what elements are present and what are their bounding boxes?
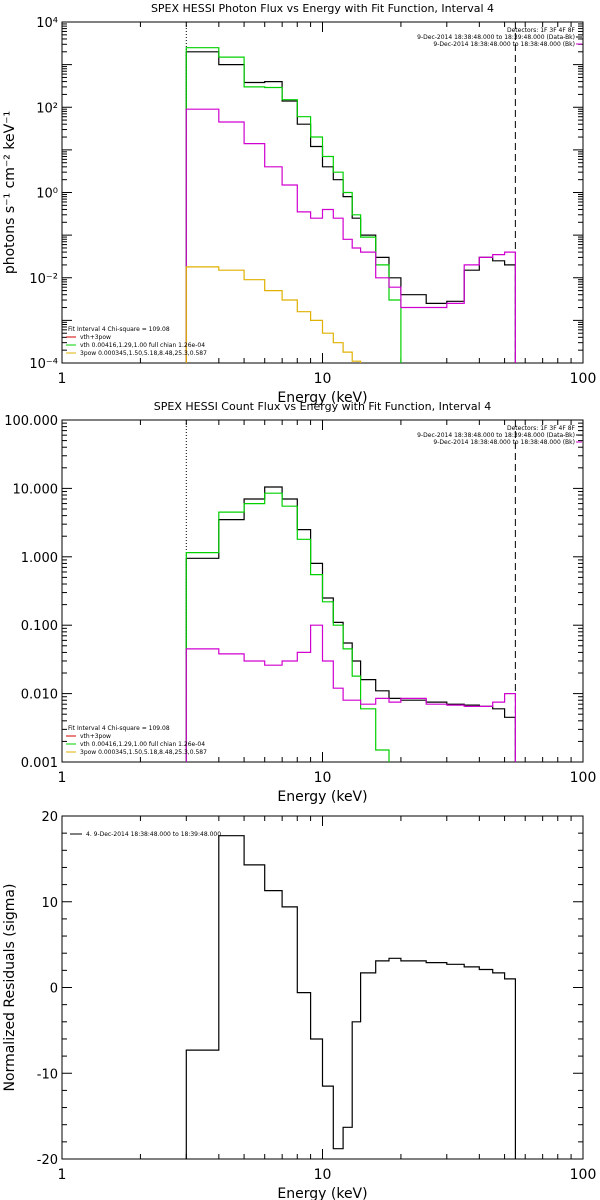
legend-entry: 9-Dec-2014 18:38:48.000 to 18:38:48.000 … [433,439,575,446]
y-tick-label: 10⁻⁴ [29,357,58,372]
legend-entry: 4. 9-Dec-2014 18:38:48.000 to 18:39:48.0… [86,831,221,838]
y-tick-label: 0.010 [21,688,58,703]
x-tick-label: 1 [58,1167,67,1183]
data-series-1 [185,835,516,1159]
y-tick-label: -20 [37,1153,58,1168]
legend-entry: 3pow 0.000345,1.50,5.18,8.48,25.3,0.587 [80,749,207,756]
data-series-1 [185,51,516,363]
plot-frame [61,21,584,364]
data-series-3 [185,624,516,762]
y-tick-label: 10⁰ [36,187,58,202]
data-series-2 [185,47,402,363]
series-group [185,835,516,1159]
y-tick-label: 0.100 [21,619,58,634]
y-axis-label: Normalized Residuals (sigma) [2,884,18,1092]
chart-panel-3: 1 10 100 Energy (keV) -20 -10 0 10 20 Normalized … [2,810,596,1200]
x-tick-label: 10 [314,770,332,786]
y-tick-label: 10 [41,896,58,911]
legend-entry: Fit Interval 4 Chi-square = 109.08 [68,326,170,333]
x-tick-label: 100 [570,1167,597,1183]
legend-entry: Detectors: 1F 3F 4F 8F [507,27,576,34]
x-tick-label: 1 [58,770,67,786]
y-tick-label: 10⁻² [29,272,58,287]
legend-entry: Fit Interval 4 Chi-square = 109.08 [68,725,170,732]
legend-entry: vth 0.00416,1.29,1.00 full chian 1.26e-0… [80,342,205,349]
legend-entry: vth+3pow [80,733,111,740]
y-axis-label: photons s⁻¹ cm⁻² keV⁻¹ [2,111,18,274]
legend-entry: vth 0.00416,1.29,1.00 full chian 1.26e-0… [80,741,205,748]
chart-panel-2: SPEX HESSI Count Flux vs Energy with Fit… [4,400,597,805]
y-tick-label: 20 [41,810,58,825]
chart-title: SPEX HESSI Count Flux vs Energy with Fit… [154,400,491,413]
legend-entry: vth+3pow [80,334,111,341]
data-series-3 [185,108,516,363]
legend-entry: 9-Dec-2014 18:38:48.000 to 18:39:48.000 … [417,432,575,439]
x-axis-label: Energy (keV) [277,1186,367,1200]
series-group [185,486,516,762]
chart-panel-1: SPEX HESSI Photon Flux vs Energy with Fi… [2,2,596,406]
legend-entry: 9-Dec-2014 18:38:48.000 to 18:39:48.000 … [417,34,575,41]
chart-title: SPEX HESSI Photon Flux vs Energy with Fi… [151,2,494,15]
x-tick-label: 10 [314,371,332,387]
y-tick-label: -10 [37,1067,58,1082]
data-series-4 [185,266,362,363]
x-tick-label: 100 [570,770,597,786]
y-tick-label: 10.000 [13,482,59,497]
y-tick-label: 100.000 [4,414,58,429]
y-tick-label: 0.001 [21,756,58,771]
x-tick-label: 100 [570,371,597,387]
x-axis-label: Energy (keV) [277,789,367,805]
y-tick-label: 10² [36,101,58,116]
data-series-1 [185,486,516,762]
legend-entry: 9-Dec-2014 18:38:48.000 to 18:38:48.000 … [433,41,575,48]
legend-entry: 3pow 0.000345,1.50,5.18,8.48,25.3,0.587 [80,350,207,357]
x-axis-label: Energy (keV) [277,390,367,406]
data-series-2 [185,492,390,762]
y-tick-label: 0 [50,982,58,997]
legend-entry: Detectors: 1F 3F 4F 8F [507,425,576,432]
series-group [185,47,516,363]
x-tick-label: 1 [58,371,67,387]
y-tick-label: 10⁴ [36,16,58,31]
x-tick-label: 10 [314,1167,332,1183]
plot-frame [61,815,584,1160]
y-tick-label: 1.000 [21,551,58,566]
